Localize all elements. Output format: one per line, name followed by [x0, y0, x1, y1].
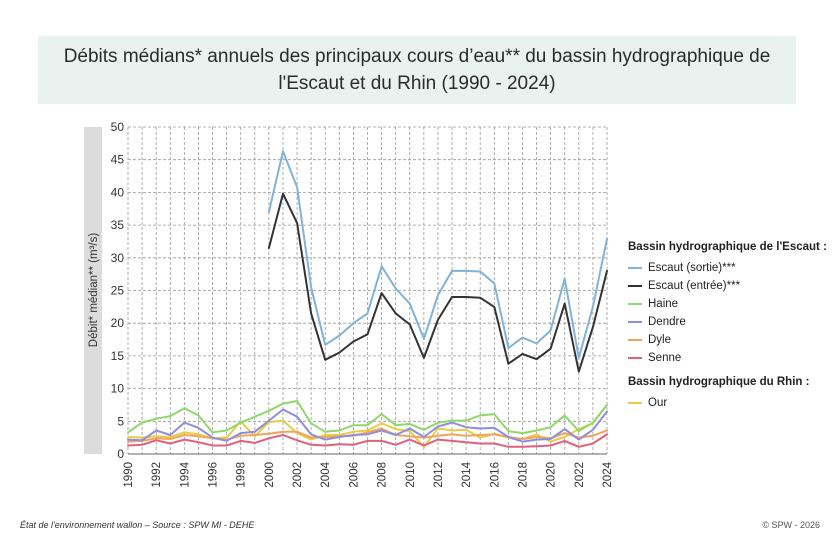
y-tick-label: 25: [111, 284, 125, 298]
legend-label: Our: [648, 397, 668, 409]
y-tick-labels: 0 5 10 15 20 25 30 35 40 45 50: [111, 120, 125, 461]
legend-item-escaut-sortie: Escaut (sortie)***: [628, 259, 828, 277]
grid: [127, 126, 608, 455]
legend-swatch: [628, 402, 642, 404]
series-line-1: [267, 192, 608, 373]
legend-item-senne: Senne: [628, 349, 828, 367]
legend-item-dyle: Dyle: [628, 331, 828, 349]
x-tick-label: 2008: [377, 462, 389, 488]
x-tick-label: 2006: [348, 462, 360, 488]
legend-swatch: [628, 357, 642, 359]
x-tick-label: 2002: [292, 462, 304, 488]
y-tick-label: 15: [111, 349, 125, 363]
legend-swatch: [628, 285, 642, 287]
series-line-5: [127, 433, 608, 448]
legend-label: Haine: [648, 298, 679, 310]
series-line-3: [127, 408, 608, 443]
x-tick-labels: 1990 1992 1994 1996 1998 2000 2002 2004 2006 2008…: [123, 461, 614, 487]
series-lines: [127, 150, 608, 448]
legend-label: Senne: [648, 352, 682, 364]
legend-item-our: Our: [628, 394, 828, 412]
copyright-note: © SPW - 2026: [762, 520, 820, 530]
x-tick-label: 2018: [517, 462, 529, 488]
x-tick-label: 1996: [208, 462, 220, 488]
legend-label: Escaut (entrée)***: [648, 280, 741, 292]
y-tick-label: 30: [111, 251, 125, 265]
series-line-0: [267, 150, 608, 359]
source-note: État de l'environnement wallon – Source …: [20, 520, 255, 530]
series-line-2: [127, 400, 608, 435]
x-tick-label: 2016: [489, 462, 501, 488]
legend-item-haine: Haine: [628, 295, 828, 313]
chart-title-box: Débits médians* annuels des principaux c…: [38, 36, 796, 104]
x-tick-label: 2024: [602, 461, 614, 487]
x-tick-label: 2012: [433, 462, 445, 488]
y-tick-label: 40: [111, 185, 125, 199]
legend-item-dendre: Dendre: [628, 313, 828, 331]
x-tick-label: 2022: [574, 462, 586, 488]
legend-swatch: [628, 303, 642, 305]
y-tick-label: 35: [111, 218, 125, 232]
y-tick-label: 20: [111, 316, 125, 330]
x-tick-label: 2010: [405, 462, 417, 488]
y-tick-label: 50: [111, 120, 125, 134]
y-tick-label: 5: [117, 414, 124, 428]
series-line-4: [127, 427, 608, 443]
y-tick-label: 0: [117, 447, 124, 461]
legend-swatch: [628, 267, 642, 269]
y-tick-label: 45: [111, 153, 125, 167]
x-tick-label: 1998: [236, 462, 248, 488]
x-tick-label: 2000: [264, 462, 276, 488]
x-tick-label: 2014: [461, 461, 473, 487]
legend-label: Dyle: [648, 334, 672, 346]
legend-group-rhin: Bassin hydrographique du Rhin :: [628, 376, 810, 388]
x-tick-label: 1994: [179, 461, 191, 487]
y-axis-label-band: [84, 127, 102, 454]
legend-group-escaut: Bassin hydrographique de l'Escaut :: [628, 241, 827, 253]
chart-title: Débits médians* annuels des principaux c…: [63, 46, 771, 94]
legend-swatch: [628, 321, 642, 323]
legend-item-escaut-entree: Escaut (entrée)***: [628, 277, 828, 295]
x-tick-label: 2020: [546, 462, 558, 488]
x-tick-label: 1992: [151, 462, 163, 488]
y-axis-label: Débit* médian** (m³/s): [88, 233, 100, 348]
x-tick-label: 1990: [123, 462, 135, 488]
legend-label: Dendre: [648, 316, 686, 328]
y-tick-label: 10: [111, 382, 125, 396]
legend: Bassin hydrographique de l'Escaut : Esca…: [628, 240, 828, 412]
legend-swatch: [628, 339, 642, 341]
x-tick-label: 2004: [320, 461, 332, 487]
legend-label: Escaut (sortie)***: [648, 262, 736, 274]
